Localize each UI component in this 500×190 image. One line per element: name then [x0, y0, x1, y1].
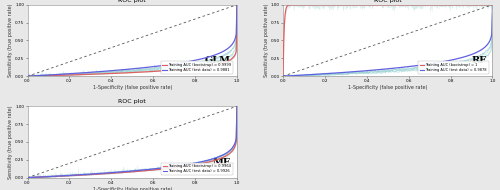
Training AUC (test data) = 0.9926 [24, 177, 30, 179]
Training AUC (test data) = 0.9878 [470, 53, 476, 55]
Training AUC (test data) = 0.9878 [408, 65, 414, 67]
Training AUC (test data) = 0.9926 [201, 160, 207, 162]
Training AUC (test data) = 0.9881 [152, 65, 158, 67]
Training AUC (bootstrap) = 0.9999 [25, 75, 31, 77]
Line: Training AUC (test data) = 0.9881: Training AUC (test data) = 0.9881 [28, 5, 237, 76]
Training AUC (test data) = 0.9926 [149, 168, 155, 170]
Training AUC (bootstrap) = 1 [470, 4, 476, 6]
Training AUC (bootstrap) = 0.9964 [234, 105, 240, 107]
Training AUC (test data) = 0.9881 [201, 57, 207, 59]
Text: RF: RF [471, 56, 486, 66]
Legend: Training AUC (bootstrap) = 1, Training AUC (test data) = 0.9878: Training AUC (bootstrap) = 1, Training A… [418, 61, 488, 74]
Text: ME: ME [212, 158, 230, 167]
X-axis label: 1-Specificity (false positive rate): 1-Specificity (false positive rate) [348, 86, 428, 90]
Title: ROC plot: ROC plot [118, 99, 146, 105]
Training AUC (bootstrap) = 0.9964 [214, 158, 220, 161]
Legend: Training AUC (bootstrap) = 0.9964, Training AUC (test data) = 0.9926: Training AUC (bootstrap) = 0.9964, Train… [161, 163, 233, 175]
Line: Training AUC (bootstrap) = 0.9964: Training AUC (bootstrap) = 0.9964 [28, 106, 237, 178]
Training AUC (test data) = 0.9881 [149, 66, 155, 68]
Training AUC (bootstrap) = 0.9999 [149, 70, 155, 73]
Training AUC (bootstrap) = 1 [490, 4, 496, 6]
Training AUC (bootstrap) = 0.9999 [234, 4, 240, 6]
Title: ROC plot: ROC plot [374, 0, 402, 3]
Title: ROC plot: ROC plot [118, 0, 146, 3]
Training AUC (test data) = 0.9926 [234, 105, 240, 107]
X-axis label: 1-Specificity (false positive rate): 1-Specificity (false positive rate) [92, 187, 172, 190]
Training AUC (test data) = 0.9881 [148, 66, 154, 68]
Training AUC (bootstrap) = 0.9999 [201, 66, 207, 68]
Training AUC (bootstrap) = 0.9999 [214, 63, 220, 66]
Text: GLM: GLM [204, 56, 231, 66]
Training AUC (bootstrap) = 1 [406, 4, 411, 6]
Training AUC (bootstrap) = 1 [404, 4, 410, 6]
Training AUC (test data) = 0.9878 [490, 4, 496, 6]
Training AUC (test data) = 0.9878 [404, 66, 410, 68]
Training AUC (bootstrap) = 0.9964 [25, 177, 31, 179]
Y-axis label: Sensitivity (true positive rate): Sensitivity (true positive rate) [8, 4, 13, 77]
Training AUC (bootstrap) = 1 [280, 40, 286, 42]
Line: Training AUC (test data) = 0.9926: Training AUC (test data) = 0.9926 [28, 106, 237, 178]
Training AUC (test data) = 0.9878 [280, 75, 286, 77]
Training AUC (test data) = 0.9881 [25, 75, 31, 77]
Training AUC (bootstrap) = 0.9999 [24, 75, 30, 77]
Training AUC (bootstrap) = 0.9964 [149, 169, 155, 171]
Legend: Training AUC (bootstrap) = 0.9999, Training AUC (test data) = 0.9881: Training AUC (bootstrap) = 0.9999, Train… [160, 61, 233, 74]
Y-axis label: Sensitivity (true positive rate): Sensitivity (true positive rate) [8, 105, 13, 179]
Training AUC (bootstrap) = 1 [409, 4, 415, 6]
Training AUC (bootstrap) = 0.9999 [148, 70, 154, 73]
Training AUC (test data) = 0.9881 [24, 75, 30, 77]
Training AUC (bootstrap) = 0.9964 [24, 177, 30, 179]
Training AUC (bootstrap) = 1 [316, 4, 322, 6]
Training AUC (test data) = 0.9878 [280, 75, 286, 77]
Training AUC (test data) = 0.9926 [148, 168, 154, 170]
Training AUC (bootstrap) = 0.9964 [152, 169, 158, 171]
Training AUC (bootstrap) = 0.9999 [152, 70, 158, 72]
Line: Training AUC (test data) = 0.9878: Training AUC (test data) = 0.9878 [283, 5, 492, 76]
Training AUC (test data) = 0.9926 [214, 156, 220, 158]
Training AUC (test data) = 0.9878 [456, 57, 462, 59]
Training AUC (test data) = 0.9878 [404, 66, 410, 68]
Line: Training AUC (bootstrap) = 1: Training AUC (bootstrap) = 1 [283, 5, 492, 76]
Training AUC (bootstrap) = 1 [280, 75, 286, 77]
Training AUC (test data) = 0.9881 [214, 53, 220, 55]
Training AUC (bootstrap) = 0.9964 [201, 162, 207, 164]
Training AUC (test data) = 0.9881 [234, 4, 240, 6]
Y-axis label: Sensitivity (true positive rate): Sensitivity (true positive rate) [264, 4, 268, 77]
Line: Training AUC (bootstrap) = 0.9999: Training AUC (bootstrap) = 0.9999 [28, 5, 237, 76]
Training AUC (bootstrap) = 0.9964 [148, 169, 154, 171]
Training AUC (test data) = 0.9926 [152, 168, 158, 170]
Training AUC (bootstrap) = 1 [458, 4, 464, 6]
Training AUC (test data) = 0.9926 [25, 177, 31, 179]
X-axis label: 1-Specificity (false positive rate): 1-Specificity (false positive rate) [92, 86, 172, 90]
